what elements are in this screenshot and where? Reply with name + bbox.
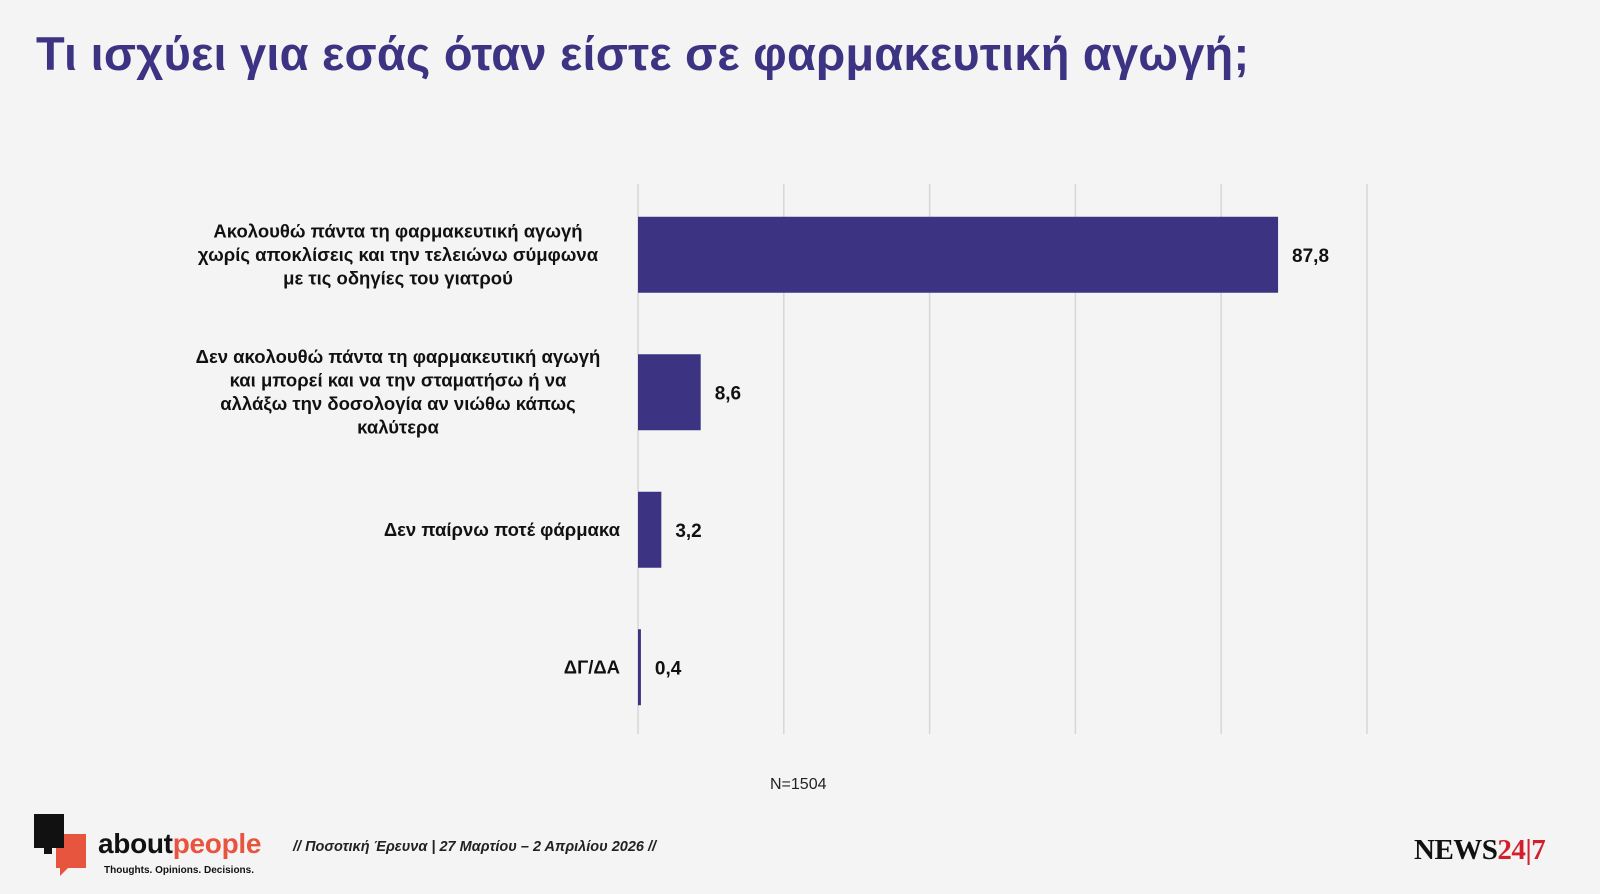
bar [638, 629, 641, 706]
brand-main: about [98, 828, 173, 859]
survey-info: // Ποσοτική Έρευνα | 27 Μαρτίου – 2 Απρι… [293, 839, 657, 855]
aboutpeople-logo-icon [34, 814, 86, 876]
bar [638, 491, 662, 568]
bar [638, 354, 701, 431]
data-label: 8,6 [715, 383, 741, 404]
data-label: 3,2 [675, 521, 701, 542]
category-label: ΔΓ/ΔΑ [564, 656, 620, 677]
category-label: Δεν ακολουθώ πάντα τη φαρμακευτική αγωγή… [196, 346, 601, 438]
bar [638, 216, 1279, 293]
brand-tagline: Thoughts. Opinions. Decisions. [104, 865, 255, 876]
data-label: 87,8 [1292, 246, 1329, 267]
data-label: 0,4 [655, 658, 682, 679]
brand-accent: people [172, 828, 262, 859]
sample-size-label: N=1504 [770, 776, 827, 793]
aboutpeople-brand: aboutpeople [98, 828, 261, 860]
news-logo-main: NEWS [1414, 834, 1498, 866]
news247-logo: NEWS24|7 [1414, 834, 1546, 867]
chart-title: Τι ισχύει για εσάς όταν είστε σε φαρμακε… [36, 27, 1250, 80]
category-label: Δεν παίρνω ποτέ φάρμακα [384, 519, 621, 540]
news-logo-accent: 24|7 [1497, 834, 1546, 866]
category-label: Ακολουθώ πάντα τη φαρμακευτική αγωγή χωρί… [198, 220, 599, 288]
